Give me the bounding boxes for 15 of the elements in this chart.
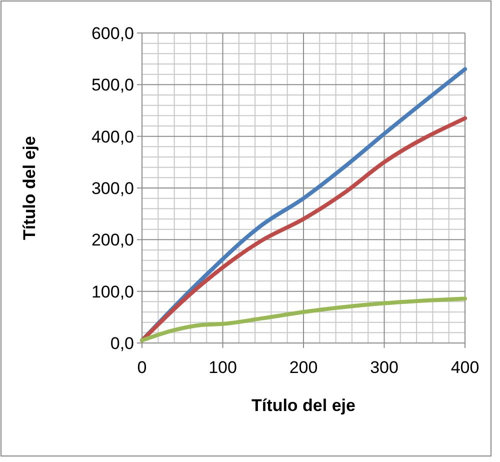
y-axis-title: Título del eje [20, 136, 39, 240]
y-tick-label: 200,0 [91, 230, 134, 250]
y-tick-label: 0,0 [110, 334, 134, 353]
line-series [140, 296, 467, 342]
x-tick-label: 0 [137, 358, 147, 377]
y-tick-label: 100,0 [91, 282, 134, 302]
x-tick-label: 200 [289, 358, 318, 377]
y-tick-label: 600,0 [91, 24, 134, 43]
x-tick-label: 300 [370, 358, 398, 377]
x-tick-label: 400 [450, 358, 480, 377]
y-tick-label: 300,0 [91, 178, 134, 198]
y-tick-label: 400,0 [91, 127, 134, 146]
y-tick-label: 500,0 [91, 76, 134, 95]
x-axis-title: Título del eje [252, 396, 356, 415]
x-tick-label: 100 [208, 358, 237, 377]
